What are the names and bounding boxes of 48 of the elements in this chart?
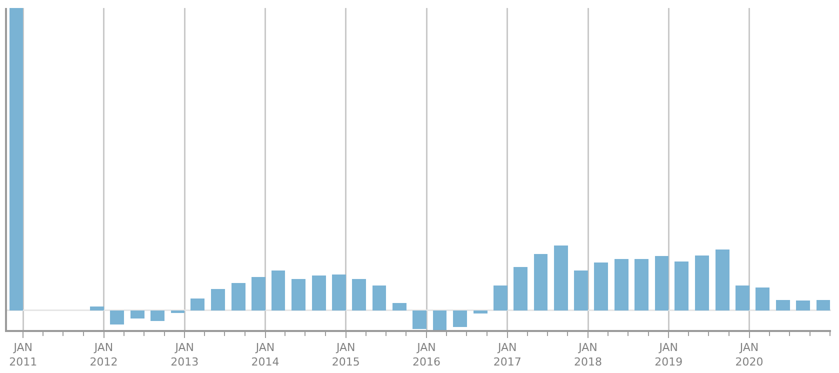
bar <box>654 256 669 310</box>
bar <box>150 310 165 321</box>
bar <box>634 258 649 310</box>
bar <box>594 262 608 310</box>
bar <box>231 282 246 310</box>
bar <box>574 270 588 310</box>
bar <box>190 298 205 310</box>
x-tick-label: JAN 2018 <box>574 341 602 368</box>
bar <box>170 310 185 313</box>
x-tick-label: JAN 2019 <box>654 341 683 368</box>
bar <box>110 310 124 325</box>
bar <box>614 258 628 310</box>
bar <box>494 285 508 310</box>
bar <box>756 287 770 310</box>
x-tick-label: JAN 2015 <box>332 341 360 368</box>
x-tick-label: JAN 2020 <box>735 341 764 368</box>
bar <box>554 246 568 310</box>
bar <box>332 274 346 310</box>
bar <box>796 300 810 310</box>
bar <box>211 288 225 310</box>
bar <box>735 285 750 310</box>
bar <box>90 306 104 310</box>
x-tick-label: JAN 2017 <box>493 341 522 368</box>
bar <box>473 310 488 314</box>
bar <box>251 276 266 310</box>
bar <box>513 267 528 310</box>
bar <box>352 279 366 310</box>
bar <box>674 261 689 310</box>
bar <box>392 303 407 310</box>
bar <box>432 310 447 330</box>
bar <box>715 249 730 310</box>
x-tick-label: JAN 2012 <box>90 341 118 368</box>
bar <box>372 285 386 310</box>
bar <box>816 300 830 310</box>
x-tick-label: JAN 2016 <box>412 341 441 368</box>
bar <box>695 255 709 310</box>
bar <box>412 310 427 330</box>
bar <box>534 254 548 310</box>
bar <box>9 8 24 310</box>
x-tick-label: JAN 2011 <box>9 341 38 368</box>
bar <box>453 310 468 327</box>
x-tick-label: JAN 2014 <box>251 341 280 368</box>
bar <box>271 270 286 310</box>
bar <box>130 310 144 319</box>
bar <box>292 279 306 310</box>
bar <box>312 276 326 310</box>
bar <box>776 300 790 310</box>
x-tick-label: JAN 2013 <box>170 341 199 368</box>
